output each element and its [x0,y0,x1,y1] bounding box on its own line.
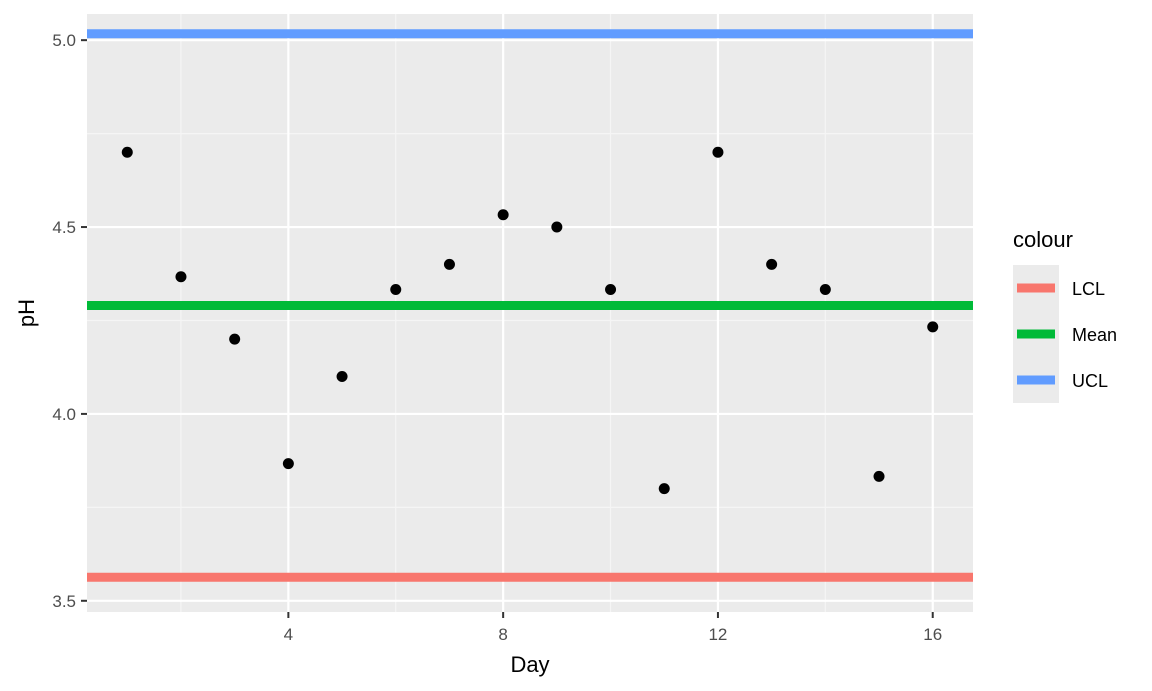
data-point [175,271,187,283]
data-point [497,209,509,221]
data-point [658,483,670,495]
data-point [551,221,563,233]
data-point [121,146,133,158]
y-tick-label: 4.5 [52,218,76,237]
x-tick-label: 12 [708,625,727,644]
y-axis: 3.5 4.0 4.5 5.0 [52,31,87,611]
panel-background [87,14,973,612]
data-point [282,458,294,470]
data-point [605,283,617,295]
legend-label: Mean [1072,325,1117,345]
y-axis-title: pH [14,299,39,327]
control-lines [87,29,973,582]
legend-keys: LCL Mean UCL [1013,265,1117,403]
legend-title: colour [1013,227,1073,252]
legend-label: LCL [1072,279,1105,299]
data-point [766,258,778,270]
data-points [121,146,939,495]
y-tick-label: 5.0 [52,31,76,50]
x-axis-title: Day [510,652,549,677]
data-point [336,371,348,383]
x-axis: 4 8 12 16 [284,612,942,644]
major-grid [87,14,973,612]
data-point [712,146,724,158]
data-point [819,283,831,295]
x-tick-label: 8 [498,625,507,644]
x-tick-label: 16 [923,625,942,644]
data-point [443,258,455,270]
data-point [873,470,885,482]
minor-grid [87,14,973,612]
data-point [927,321,939,333]
legend: colour LCL Mean UCL [1013,227,1117,403]
data-point [229,333,241,345]
y-tick-label: 3.5 [52,592,76,611]
x-tick-label: 4 [284,625,293,644]
data-point [390,283,402,295]
legend-label: UCL [1072,371,1108,391]
y-tick-label: 4.0 [52,405,76,424]
